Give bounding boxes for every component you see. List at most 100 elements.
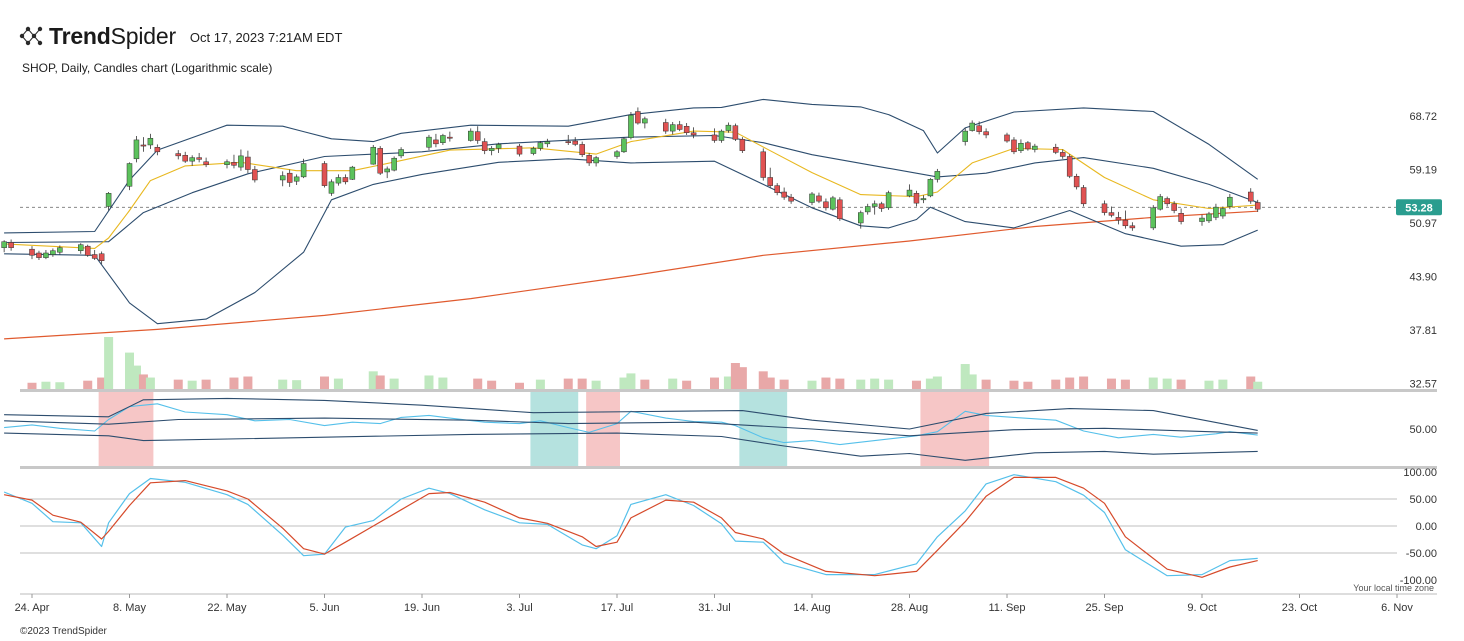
candle[interactable] [1004,132,1010,143]
candle[interactable] [29,246,35,260]
candle[interactable] [300,158,307,179]
candle[interactable] [279,171,286,187]
candle[interactable] [57,245,63,255]
candle[interactable] [1220,206,1226,219]
candle[interactable] [628,112,634,140]
candle[interactable] [1018,139,1024,153]
candle[interactable] [126,162,133,191]
candle[interactable] [1171,201,1177,214]
candle[interactable] [140,137,147,152]
candle[interactable] [1122,210,1129,229]
candle[interactable] [1025,141,1031,151]
candle[interactable] [1199,214,1205,226]
candle[interactable] [328,179,335,196]
candle[interactable] [468,128,474,142]
candle[interactable] [182,151,188,163]
candle[interactable] [154,144,161,156]
candle[interactable] [370,144,376,165]
candle[interactable] [1213,203,1219,221]
candle[interactable] [537,141,544,151]
candle[interactable] [1101,200,1108,216]
candle[interactable] [196,152,202,163]
candle[interactable] [84,244,91,257]
candle[interactable] [1254,199,1261,212]
candle[interactable] [663,118,669,134]
candle[interactable] [286,169,293,187]
candle[interactable] [739,137,746,153]
candle[interactable] [816,192,822,204]
candle[interactable] [976,121,982,135]
candle[interactable] [572,137,578,147]
candle[interactable] [147,133,154,149]
candle[interactable] [377,146,383,176]
candle[interactable] [858,210,864,229]
candle[interactable] [98,251,105,264]
candle[interactable] [8,239,14,251]
candle[interactable] [593,155,599,167]
candle[interactable] [433,133,439,148]
candle[interactable] [1032,143,1038,153]
candle[interactable] [690,127,697,139]
candle[interactable] [1150,205,1156,231]
candle[interactable] [579,141,585,158]
candle[interactable] [1115,211,1122,225]
candle[interactable] [1,240,7,253]
candle[interactable] [1073,173,1080,190]
candle[interactable] [920,195,927,204]
candle[interactable] [1108,206,1115,218]
candle[interactable] [809,192,815,206]
candle[interactable] [474,126,481,144]
candle[interactable] [1129,222,1136,231]
candle[interactable] [774,183,780,196]
candle[interactable] [885,190,892,210]
candle[interactable] [544,138,551,148]
candle[interactable] [711,128,718,143]
candle[interactable] [565,134,571,145]
candle[interactable] [1178,208,1184,225]
candle[interactable] [906,184,913,198]
candle[interactable] [440,133,446,145]
candle[interactable] [245,150,251,174]
candle[interactable] [732,123,739,142]
candle[interactable] [635,107,641,125]
candle[interactable] [495,142,502,153]
candle[interactable] [767,167,773,189]
candle[interactable] [1206,211,1212,223]
candle[interactable] [669,121,676,135]
candle[interactable] [391,156,397,172]
candle[interactable] [1011,137,1017,155]
candle[interactable] [1066,154,1073,179]
candle[interactable] [321,161,328,188]
candle[interactable] [447,131,453,142]
candle[interactable] [760,148,766,181]
candle[interactable] [481,138,488,155]
candle[interactable] [189,155,195,166]
candle[interactable] [50,248,56,257]
candle[interactable] [642,116,648,129]
candle[interactable] [238,149,244,171]
candle[interactable] [426,134,432,151]
candle[interactable] [1248,188,1254,204]
candle[interactable] [586,152,592,166]
candle[interactable] [983,128,989,139]
candle[interactable] [78,243,84,254]
candle[interactable] [969,120,975,132]
candle[interactable] [864,203,871,215]
candle[interactable] [43,249,49,260]
candle[interactable] [1053,143,1059,155]
candle[interactable] [683,123,690,135]
candle[interactable] [871,200,878,215]
candle[interactable] [878,201,885,212]
candle[interactable] [203,157,209,168]
candle[interactable] [913,190,920,207]
candle[interactable] [962,127,968,146]
candle[interactable] [823,198,829,211]
candle[interactable] [105,192,112,211]
candle[interactable] [614,150,620,159]
candle[interactable] [837,197,843,221]
candle[interactable] [1059,149,1066,159]
candle[interactable] [133,136,140,163]
candle[interactable] [927,178,934,198]
candle[interactable] [342,174,349,185]
